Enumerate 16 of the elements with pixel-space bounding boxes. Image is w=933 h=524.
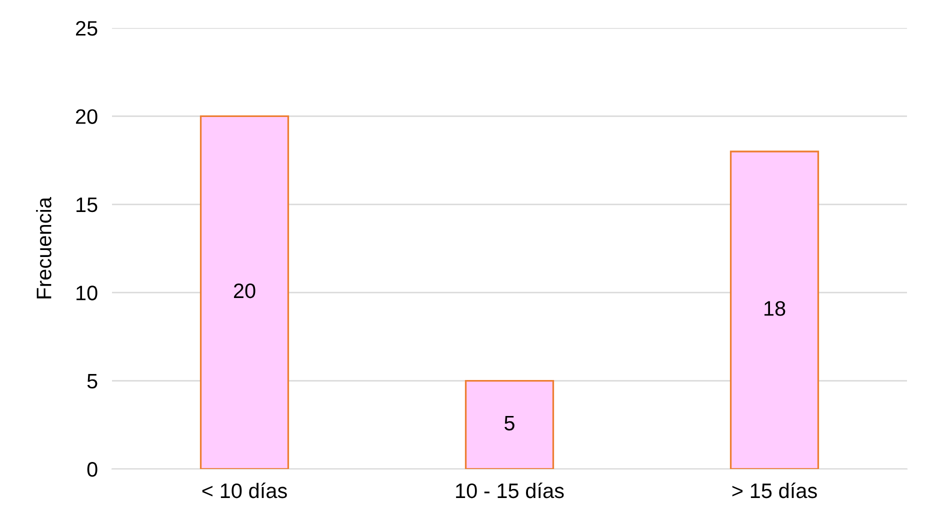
y-tick-label: 25 — [76, 21, 98, 36]
data-label: 18 — [764, 301, 786, 316]
y-tick-label: 5 — [87, 374, 98, 389]
x-tick-label: < 10 días — [202, 482, 287, 498]
y-tick-label: 0 — [87, 462, 98, 477]
x-tick-label: > 15 días — [732, 482, 817, 498]
bar — [464, 380, 554, 469]
data-label: 20 — [234, 283, 256, 298]
y-axis-title: Frecuencia — [36, 196, 52, 298]
y-tick-label: 15 — [76, 198, 98, 212]
bar — [730, 150, 820, 469]
bar — [200, 115, 290, 469]
y-tick-label: 10 — [76, 286, 98, 300]
data-label: 5 — [504, 416, 514, 430]
x-tick-label: 10 - 15 días — [456, 482, 564, 498]
y-tick-label: 20 — [76, 109, 98, 124]
